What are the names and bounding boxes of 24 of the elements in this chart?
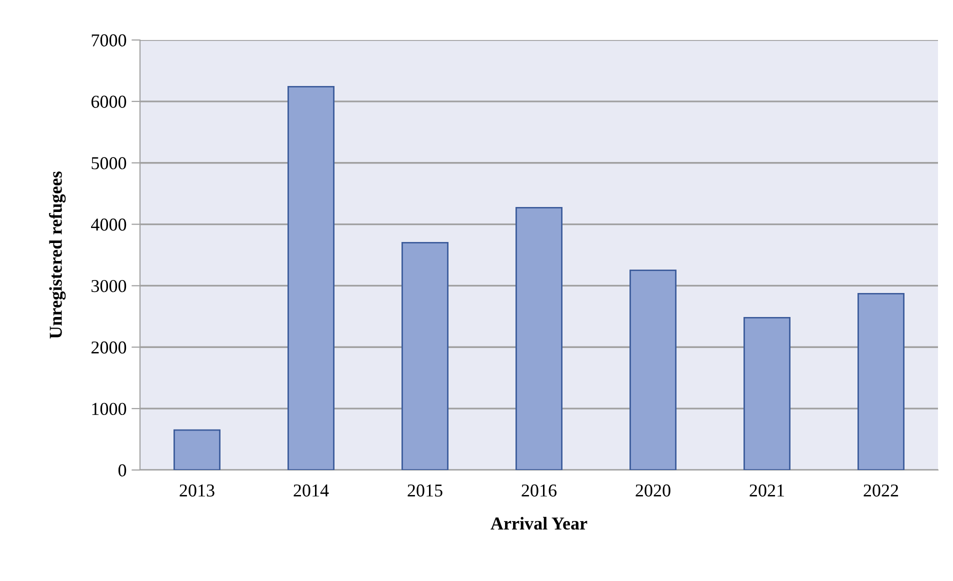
x-tick-label: 2022 — [864, 484, 898, 497]
x-tick-label: 2021 — [750, 484, 784, 497]
y-tick-label: 0 — [118, 464, 126, 476]
bar — [402, 242, 448, 470]
x-tick-label: 2016 — [522, 484, 557, 497]
y-tick-label: 1000 — [92, 402, 126, 416]
y-tick-label: 5000 — [92, 157, 126, 170]
y-tick-label: 7000 — [92, 34, 126, 46]
bar — [630, 270, 676, 470]
bar — [174, 429, 220, 470]
y-axis-title: Unregistered refugees — [48, 171, 66, 339]
x-axis-title: Arrival Year — [490, 516, 588, 530]
bar — [744, 316, 790, 470]
y-tick-label: 6000 — [91, 96, 126, 108]
bar — [858, 293, 904, 470]
bar — [516, 207, 562, 470]
x-tick-label: 2014 — [294, 484, 329, 497]
y-tick-label: 2000 — [91, 341, 126, 354]
x-tick-label: 2015 — [408, 484, 442, 497]
x-tick-label: 2013 — [180, 484, 214, 497]
y-tick-label: 4000 — [91, 218, 126, 231]
bar — [288, 86, 334, 470]
y-tick-label: 3000 — [92, 280, 126, 292]
x-tick-label: 2020 — [636, 484, 670, 497]
